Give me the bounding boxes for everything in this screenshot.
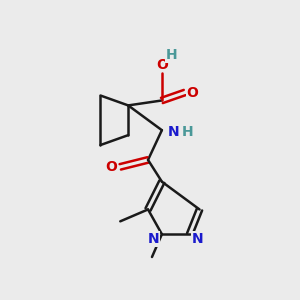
Text: N: N: [192, 232, 203, 246]
Text: O: O: [156, 58, 168, 72]
Text: H: H: [166, 48, 178, 62]
Text: O: O: [105, 160, 117, 174]
Text: H: H: [182, 125, 193, 139]
Text: N: N: [168, 125, 179, 139]
Text: N: N: [148, 232, 160, 246]
Text: O: O: [187, 85, 199, 100]
